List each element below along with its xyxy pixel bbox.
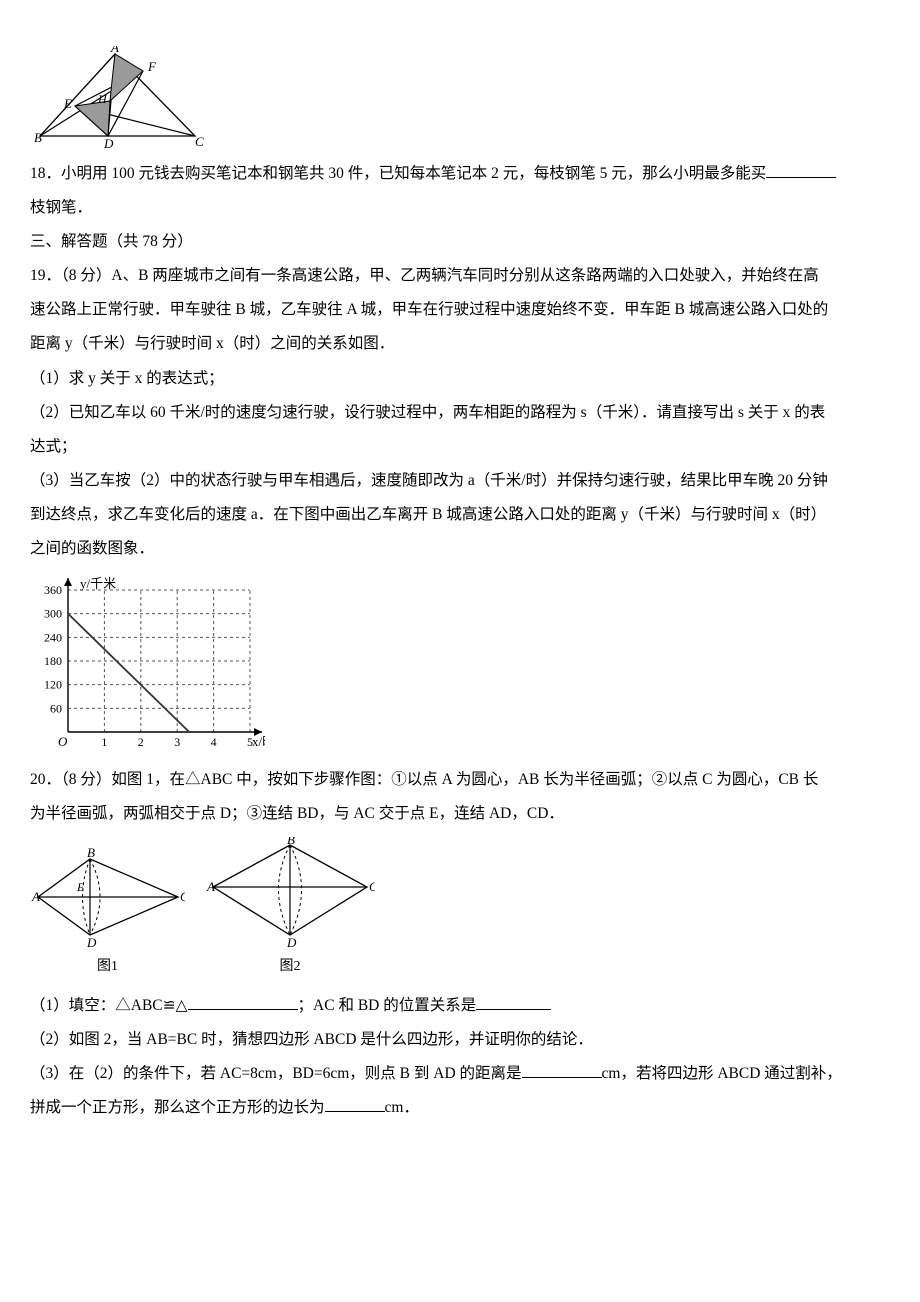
svg-text:B: B bbox=[287, 837, 295, 847]
q19-chart: 6012018024030036012345Oy/千米x/时 bbox=[30, 572, 890, 757]
svg-text:60: 60 bbox=[50, 701, 62, 715]
q20-blank1 bbox=[188, 994, 298, 1011]
svg-text:D: D bbox=[286, 935, 297, 950]
svg-text:C: C bbox=[180, 889, 185, 904]
svg-text:2: 2 bbox=[138, 735, 144, 749]
q19-p3c: 之间的函数图象． bbox=[30, 532, 890, 566]
svg-text:A: A bbox=[110, 46, 119, 55]
q20-p3a: （3）在（2）的条件下，若 AC=8cm，BD=6cm，则点 B 到 AD 的距… bbox=[30, 1065, 522, 1082]
q20-fig1-label: 图1 bbox=[30, 952, 185, 983]
q19-l3: 距离 y（千米）与行驶时间 x（时）之间的关系如图． bbox=[30, 327, 890, 361]
svg-text:C: C bbox=[369, 879, 375, 894]
q19-p3b: 到达终点，求乙车变化后的速度 a．在下图中画出乙车离开 B 城高速公路入口处的距… bbox=[30, 498, 890, 532]
svg-text:F: F bbox=[147, 59, 157, 74]
q20-l1: 20．（8 分）如图 1，在△ABC 中，按如下步骤作图：①以点 A 为圆心，A… bbox=[30, 763, 890, 797]
svg-text:B: B bbox=[34, 130, 42, 145]
svg-text:x/时: x/时 bbox=[252, 734, 265, 749]
q20-p1b: ；AC 和 BD 的位置关系是 bbox=[298, 997, 477, 1014]
svg-text:3: 3 bbox=[174, 735, 180, 749]
svg-text:180: 180 bbox=[44, 654, 62, 668]
q20-blank4 bbox=[325, 1096, 385, 1113]
q19-p1: （1）求 y 关于 x 的表达式； bbox=[30, 362, 890, 396]
q20-p3-line1: （3）在（2）的条件下，若 AC=8cm，BD=6cm，则点 B 到 AD 的距… bbox=[30, 1057, 890, 1091]
q18-blank bbox=[766, 162, 836, 179]
q18: 18．小明用 100 元钱去购买笔记本和钢笔共 30 件，已知每本笔记本 2 元… bbox=[30, 157, 890, 191]
q17-figure: A B C D E F H bbox=[30, 46, 890, 151]
q20-fig2-label: 图2 bbox=[205, 952, 375, 983]
q19-p2b: 达式； bbox=[30, 430, 890, 464]
q19-l2: 速公路上正常行驶．甲车驶往 B 城，乙车驶往 A 城，甲车在行驶过程中速度始终不… bbox=[30, 293, 890, 327]
q20-blank2 bbox=[476, 994, 551, 1011]
section-3-heading: 三、解答题（共 78 分） bbox=[30, 225, 890, 259]
q19-p3a: （3）当乙车按（2）中的状态行驶与甲车相遇后，速度随即改为 a（千米/时）并保持… bbox=[30, 464, 890, 498]
q20-blank3 bbox=[522, 1062, 602, 1079]
svg-text:y/千米: y/千米 bbox=[80, 576, 116, 591]
svg-text:D: D bbox=[103, 136, 114, 151]
svg-text:D: D bbox=[86, 935, 97, 950]
svg-text:H: H bbox=[97, 92, 108, 106]
svg-text:120: 120 bbox=[44, 678, 62, 692]
svg-text:A: A bbox=[206, 879, 215, 894]
q19-p2a: （2）已知乙车以 60 千米/时的速度匀速行驶，设行驶过程中，两车相距的路程为 … bbox=[30, 396, 890, 430]
q20-p3-line2: 拼成一个正方形，那么这个正方形的边长为 cm． bbox=[30, 1091, 890, 1125]
svg-text:E: E bbox=[76, 880, 85, 894]
q20-fig2-wrap: A B C D 图2 bbox=[205, 837, 375, 983]
svg-text:E: E bbox=[63, 96, 72, 111]
svg-text:360: 360 bbox=[44, 583, 62, 597]
q20-p1a: （1）填空：△ABC≌△ bbox=[30, 997, 188, 1014]
svg-text:C: C bbox=[195, 134, 204, 149]
svg-text:O: O bbox=[58, 734, 68, 749]
q18-line2: 枝钢笔． bbox=[30, 191, 890, 225]
q20-p3b: cm，若将四边形 ABCD 通过割补， bbox=[602, 1065, 842, 1082]
q18-text-b: 枝钢笔． bbox=[30, 199, 92, 216]
q20-p2: （2）如图 2，当 AB=BC 时，猜想四边形 ABCD 是什么四边形，并证明你… bbox=[30, 1023, 890, 1057]
svg-text:300: 300 bbox=[44, 607, 62, 621]
svg-text:A: A bbox=[31, 889, 40, 904]
q19-l1: 19．（8 分）A、B 两座城市之间有一条高速公路，甲、乙两辆汽车同时分别从这条… bbox=[30, 259, 890, 293]
q20-l2: 为半径画弧，两弧相交于点 D；③连结 BD，与 AC 交于点 E，连结 AD，C… bbox=[30, 797, 890, 831]
q20-p3c: 拼成一个正方形，那么这个正方形的边长为 bbox=[30, 1099, 325, 1116]
q20-p1: （1）填空：△ABC≌△ ；AC 和 BD 的位置关系是 bbox=[30, 989, 890, 1023]
svg-text:1: 1 bbox=[101, 735, 107, 749]
q18-text-a: 18．小明用 100 元钱去购买笔记本和钢笔共 30 件，已知每本笔记本 2 元… bbox=[30, 165, 766, 182]
q20-figures: A B C D E 图1 A B C D 图2 bbox=[30, 837, 890, 983]
svg-text:4: 4 bbox=[211, 735, 217, 749]
svg-text:B: B bbox=[87, 847, 95, 860]
q20-fig1-wrap: A B C D E 图1 bbox=[30, 847, 185, 983]
q20-p3d: cm． bbox=[385, 1099, 419, 1116]
svg-text:240: 240 bbox=[44, 630, 62, 644]
